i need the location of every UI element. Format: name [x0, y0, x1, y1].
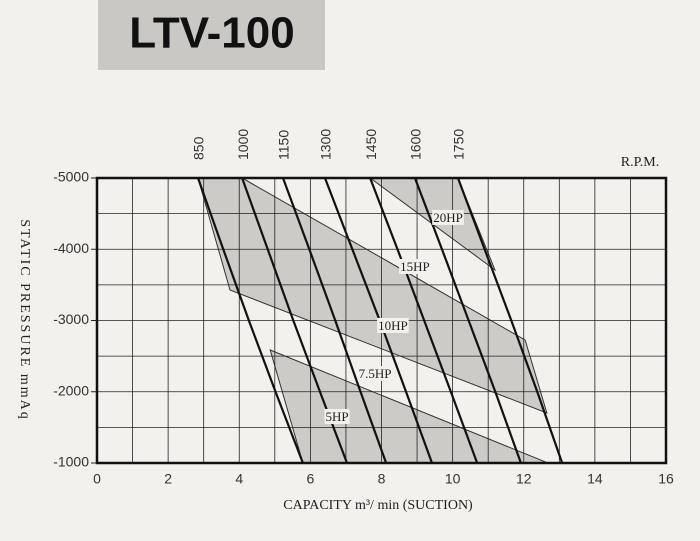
y-tick-label: -5000: [53, 169, 89, 185]
hp-label-bg: [377, 317, 409, 333]
rpm-label: 1300: [318, 129, 334, 160]
rpm-label: 1450: [363, 129, 379, 160]
y-tick-label: -2000: [53, 382, 89, 398]
hp-label-bg: [432, 209, 464, 225]
hp-label: 10HP: [378, 318, 408, 333]
rpm-label: 850: [191, 136, 207, 160]
rpm-label: 1600: [408, 129, 424, 160]
x-axis-label: CAPACITY m³/ min (SUCTION): [283, 498, 473, 513]
rpm-curve: [196, 177, 304, 464]
rpm-curve: [413, 177, 522, 464]
chart-title: LTV-100: [129, 9, 294, 58]
x-tick-label: 4: [235, 471, 243, 487]
x-tick-label: 16: [658, 471, 674, 487]
hp-label: 5HP: [325, 409, 348, 424]
y-tick-label: -1000: [53, 454, 89, 470]
rpm-label: 1750: [451, 129, 467, 160]
y-tick-label: -3000: [53, 311, 89, 327]
hp-label: 15HP: [400, 259, 430, 274]
hp-label: 20HP: [433, 210, 463, 225]
rpm-label: 1000: [235, 129, 251, 160]
x-tick-label: 0: [93, 471, 101, 487]
x-tick-label: 8: [378, 471, 386, 487]
x-tick-label: 2: [164, 471, 172, 487]
x-tick-label: 10: [445, 471, 461, 487]
rpm-curve: [369, 177, 479, 464]
x-tick-label: 14: [587, 471, 603, 487]
y-axis-label: STATIC PRESSURE mmAq: [17, 219, 32, 420]
hp-label-bg: [324, 408, 350, 424]
series-label: R.P.M.: [621, 155, 660, 170]
rpm-curve: [281, 177, 388, 464]
hp-label-bg: [399, 258, 431, 274]
title-box: [98, 0, 325, 70]
x-tick-label: 6: [306, 471, 314, 487]
plot-frame: [95, 176, 668, 465]
hp-label: 7.5HP: [359, 366, 392, 381]
y-tick-label: -4000: [53, 240, 89, 256]
rpm-label: 1150: [276, 130, 292, 160]
hp-label-bg: [357, 365, 393, 381]
x-tick-label: 12: [516, 471, 532, 487]
rpm-curve: [456, 177, 564, 464]
